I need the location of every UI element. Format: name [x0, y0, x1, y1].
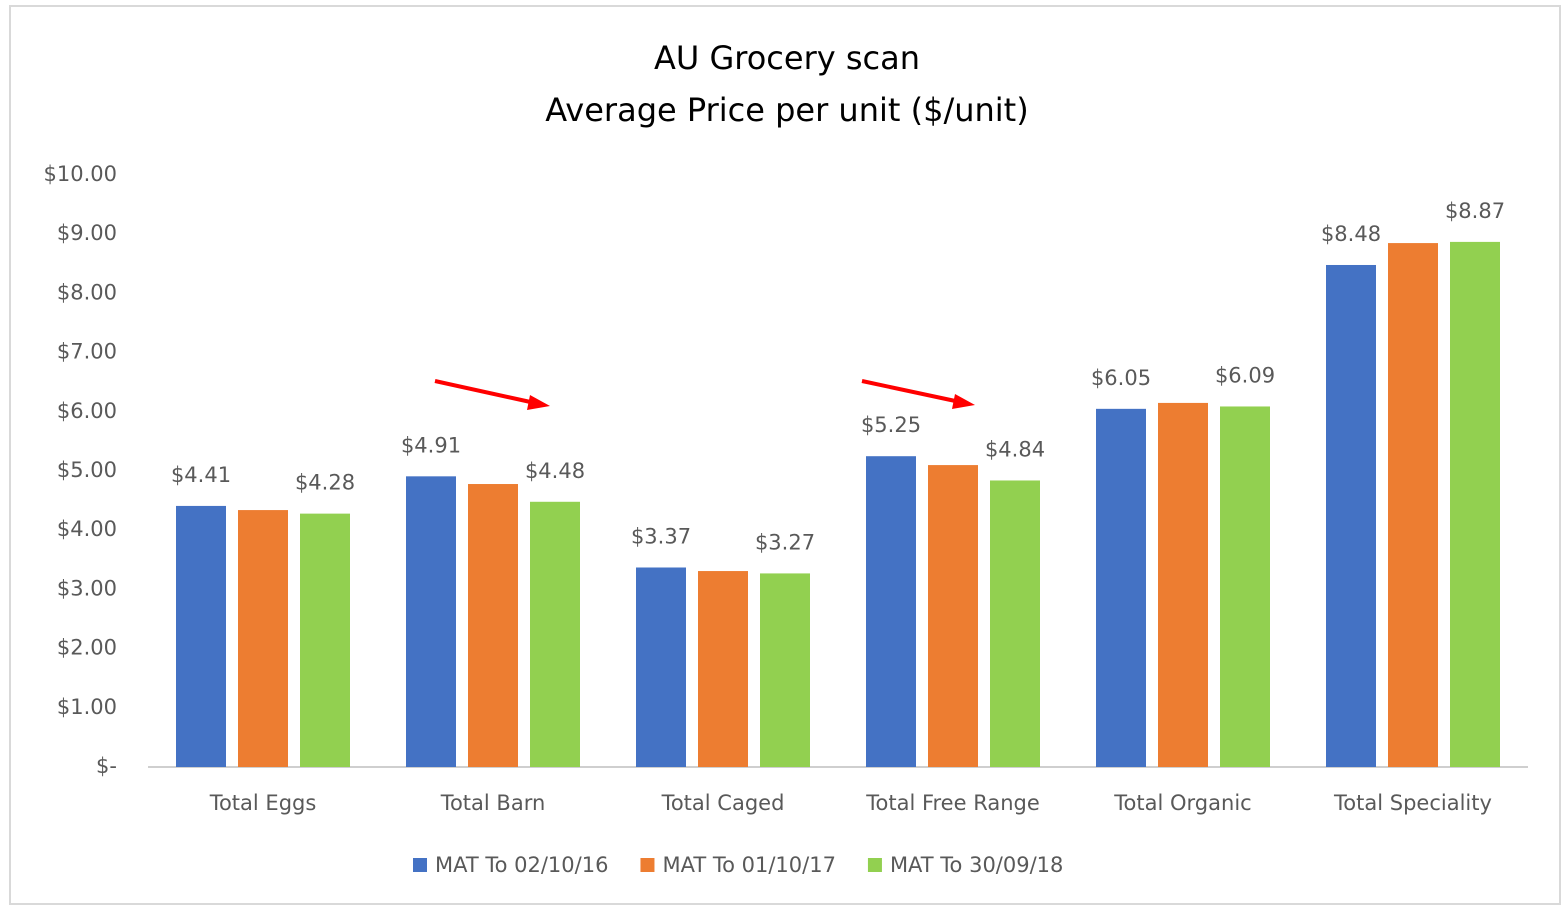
bar — [1388, 243, 1438, 767]
x-tick-label: Total Barn — [440, 791, 546, 815]
bar — [1326, 264, 1376, 767]
bar — [238, 510, 288, 767]
legend-label: MAT To 30/09/18 — [890, 853, 1063, 877]
bar — [698, 571, 748, 767]
data-label: $3.37 — [631, 524, 691, 548]
x-tick-label: Total Caged — [661, 791, 785, 815]
x-tick-label: Total Free Range — [865, 791, 1040, 815]
chart-title: AU Grocery scan — [654, 39, 920, 77]
bar — [1450, 241, 1500, 767]
y-tick-label: $5.00 — [57, 458, 117, 482]
x-tick-label: Total Eggs — [209, 791, 317, 815]
data-label: $4.84 — [985, 437, 1045, 461]
legend-swatch — [867, 858, 882, 872]
data-label: $8.48 — [1321, 222, 1381, 246]
bar — [176, 505, 226, 767]
bar — [866, 456, 916, 767]
bar — [636, 567, 686, 767]
bar — [530, 501, 580, 767]
data-label: $6.05 — [1091, 366, 1151, 390]
bar — [300, 513, 350, 767]
y-tick-label: $10.00 — [44, 162, 117, 186]
y-tick-label: $7.00 — [57, 340, 117, 364]
data-label: $3.27 — [755, 530, 815, 554]
data-label: $4.28 — [295, 471, 355, 495]
x-tick-label: Total Speciality — [1333, 791, 1492, 815]
y-tick-label: $9.00 — [57, 221, 117, 245]
annotation-arrow — [861, 379, 975, 409]
legend-swatch — [413, 858, 427, 872]
legend-swatch — [640, 858, 655, 872]
y-tick-label: $2.00 — [57, 636, 117, 660]
y-tick-label: $1.00 — [57, 695, 117, 719]
data-label: $8.87 — [1445, 199, 1505, 223]
bar — [468, 484, 518, 767]
y-tick-label: $6.00 — [57, 399, 117, 423]
legend-label: MAT To 01/10/17 — [662, 853, 835, 877]
data-label: $6.09 — [1215, 363, 1275, 387]
bar — [406, 476, 456, 767]
data-label: $4.91 — [401, 433, 461, 457]
legend-label: MAT To 02/10/16 — [435, 853, 608, 877]
bar — [1158, 402, 1208, 767]
y-tick-label: $3.00 — [57, 576, 117, 600]
x-tick-label: Total Organic — [1113, 791, 1251, 815]
bar — [1096, 408, 1146, 767]
y-tick-label: $- — [96, 754, 117, 778]
bar — [990, 480, 1040, 767]
y-tick-label: $8.00 — [57, 280, 117, 304]
bar — [928, 465, 978, 767]
bar — [1220, 406, 1270, 767]
data-label: $4.48 — [525, 459, 585, 483]
y-tick-label: $4.00 — [57, 517, 117, 541]
bar — [760, 573, 810, 767]
data-label: $4.41 — [171, 463, 231, 487]
chart-title: Average Price per unit ($/unit) — [545, 91, 1028, 129]
data-label: $5.25 — [861, 413, 921, 437]
annotation-arrow — [434, 379, 550, 410]
